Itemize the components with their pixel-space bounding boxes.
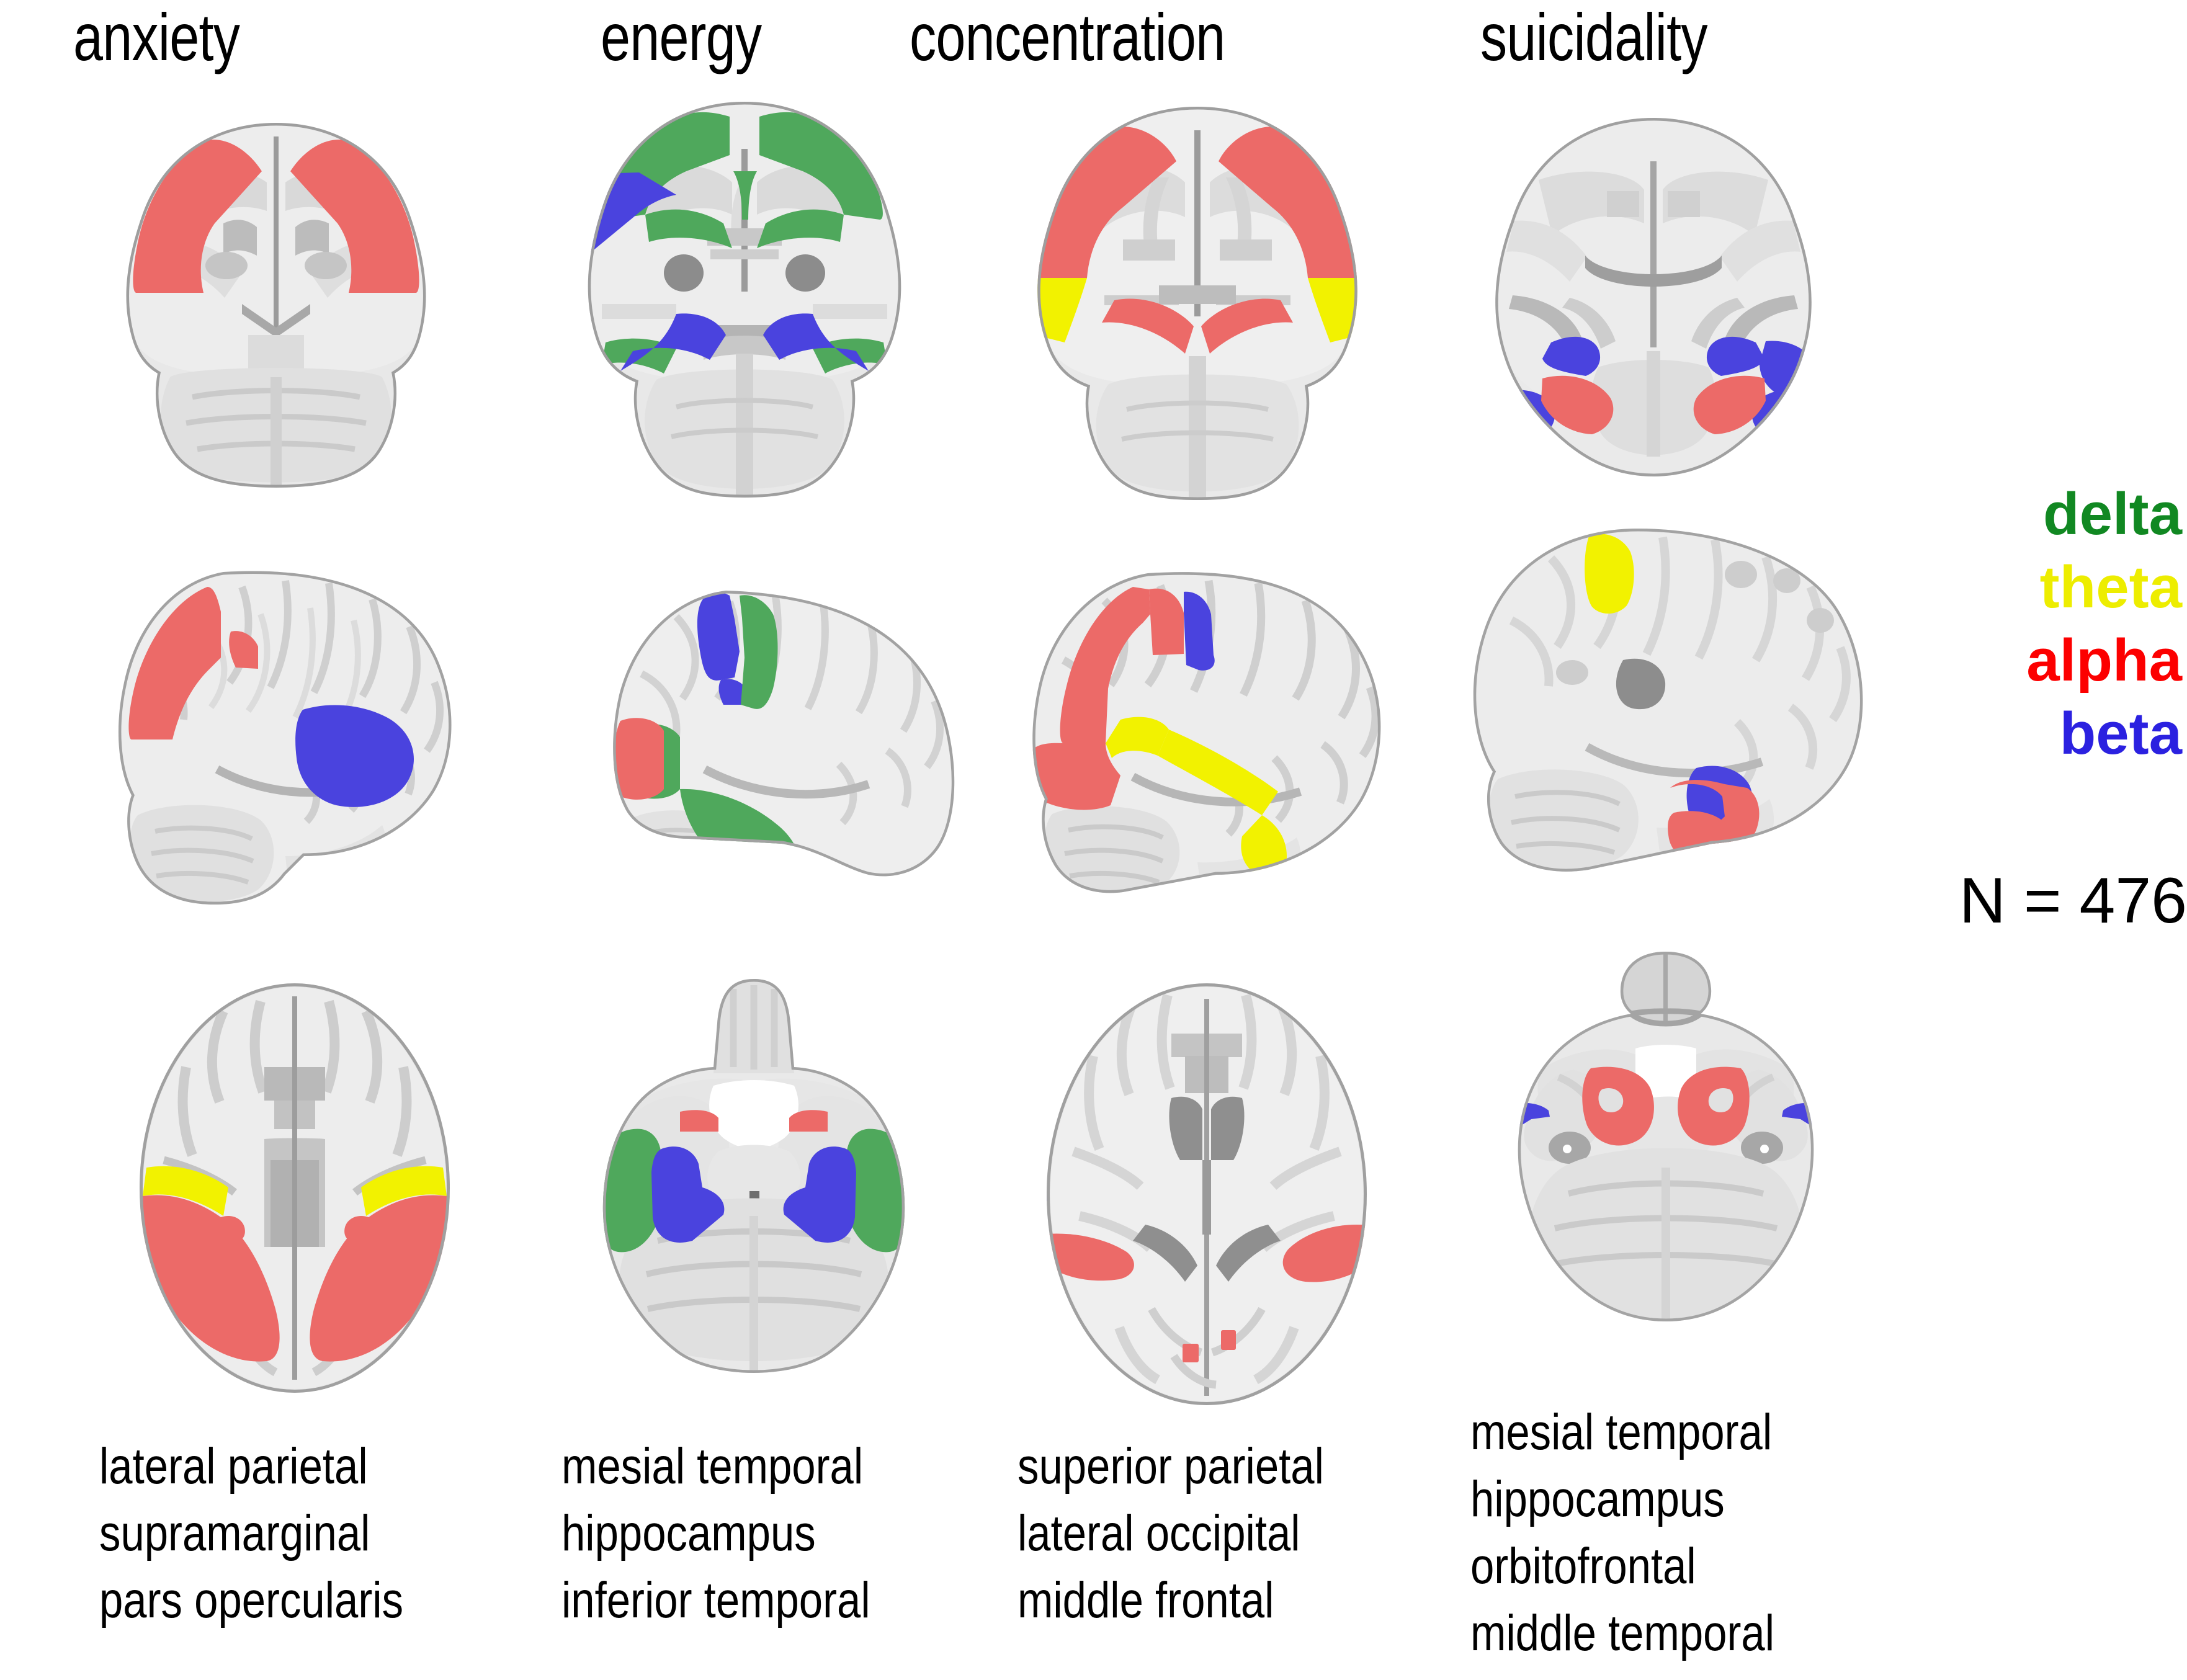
region-item: superior parietal bbox=[1017, 1438, 1324, 1495]
brain-slice-anxiety-axial bbox=[118, 974, 472, 1402]
brain-slice-anxiety-coronal bbox=[93, 118, 459, 490]
region-item: orbitofrontal bbox=[1470, 1538, 1696, 1594]
legend-item-theta: theta bbox=[2039, 554, 2182, 620]
band-color-legend: delta theta alpha beta bbox=[1948, 478, 2187, 771]
region-item: supramarginal bbox=[99, 1505, 370, 1562]
brain-slice-anxiety-sagittal bbox=[99, 565, 472, 912]
legend-item-delta: delta bbox=[2042, 481, 2182, 547]
brain-slice-suicidality-sagittal bbox=[1452, 521, 1874, 912]
region-list-concentration: superior parietal lateral occipital midd… bbox=[1017, 1433, 1324, 1634]
region-item: hippocampus bbox=[561, 1505, 816, 1562]
column-title-energy: energy bbox=[601, 0, 762, 74]
region-item: middle temporal bbox=[1470, 1605, 1775, 1661]
legend-item-alpha: alpha bbox=[2026, 627, 2182, 694]
region-item: mesial temporal bbox=[1470, 1404, 1773, 1460]
region-item: lateral occipital bbox=[1017, 1505, 1300, 1562]
region-item: middle frontal bbox=[1017, 1572, 1274, 1629]
sample-size-label: N = 476 bbox=[1959, 865, 2187, 937]
brain-slice-energy-coronal bbox=[552, 93, 937, 503]
brain-slice-energy-axial bbox=[565, 974, 943, 1402]
region-list-anxiety: lateral parietal supramarginal pars oper… bbox=[99, 1433, 403, 1634]
brain-slice-concentration-axial bbox=[1005, 974, 1408, 1414]
brain-slice-concentration-sagittal bbox=[1011, 565, 1402, 937]
brain-slice-suicidality-coronal bbox=[1458, 112, 1849, 496]
region-item: pars opercularis bbox=[99, 1572, 404, 1629]
region-item: inferior temporal bbox=[561, 1572, 870, 1629]
region-item: mesial temporal bbox=[561, 1438, 864, 1495]
column-title-suicidality: suicidality bbox=[1480, 0, 1708, 74]
region-list-suicidality: mesial temporal hippocampus orbitofronta… bbox=[1470, 1399, 1774, 1667]
legend-item-beta: beta bbox=[2059, 700, 2182, 767]
brain-slice-concentration-coronal bbox=[999, 99, 1396, 503]
region-item: lateral parietal bbox=[99, 1438, 368, 1495]
region-item: hippocampus bbox=[1470, 1471, 1725, 1527]
brain-slice-energy-sagittal bbox=[596, 583, 968, 918]
column-title-anxiety: anxiety bbox=[73, 0, 240, 74]
brain-slice-suicidality-axial bbox=[1452, 937, 1880, 1396]
column-title-concentration: concentration bbox=[910, 0, 1225, 74]
region-list-energy: mesial temporal hippocampus inferior tem… bbox=[561, 1433, 870, 1634]
